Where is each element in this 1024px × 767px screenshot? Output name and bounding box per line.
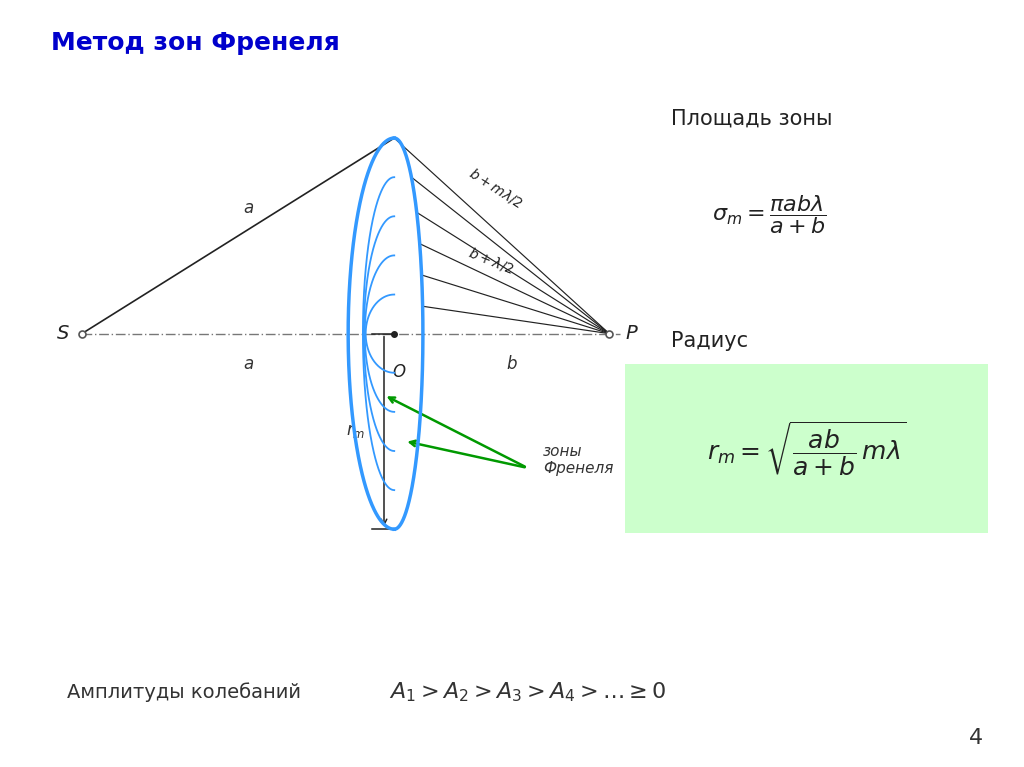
Text: $b$: $b$ xyxy=(506,355,518,373)
Text: Площадь зоны: Площадь зоны xyxy=(671,109,833,129)
Text: Амплитуды колебаний: Амплитуды колебаний xyxy=(67,682,301,702)
Text: 4: 4 xyxy=(969,728,983,748)
Text: $S$: $S$ xyxy=(56,324,70,343)
Text: $b+\lambda/2$: $b+\lambda/2$ xyxy=(466,245,516,277)
Text: $r_m = \sqrt{\dfrac{ab}{a+b}\,m\lambda}$: $r_m = \sqrt{\dfrac{ab}{a+b}\,m\lambda}$ xyxy=(707,420,906,478)
Text: $P$: $P$ xyxy=(625,324,638,343)
Text: $b+m\lambda/2$: $b+m\lambda/2$ xyxy=(466,165,526,211)
Text: $r_m$: $r_m$ xyxy=(346,423,366,440)
Text: $A_1 > A_2 > A_3 > A_4 > \ldots \geq 0$: $A_1 > A_2 > A_3 > A_4 > \ldots \geq 0$ xyxy=(389,680,667,703)
Text: $\sigma_m = \dfrac{\pi ab\lambda}{a+b}$: $\sigma_m = \dfrac{\pi ab\lambda}{a+b}$ xyxy=(712,193,826,236)
FancyBboxPatch shape xyxy=(625,364,988,533)
Text: Метод зон Френеля: Метод зон Френеля xyxy=(51,31,340,54)
Text: $a$: $a$ xyxy=(243,355,254,373)
Text: $a$: $a$ xyxy=(243,199,254,217)
Text: зоны
Френеля: зоны Френеля xyxy=(543,444,613,476)
Text: $O$: $O$ xyxy=(392,363,407,380)
Text: Радиус: Радиус xyxy=(671,331,748,351)
